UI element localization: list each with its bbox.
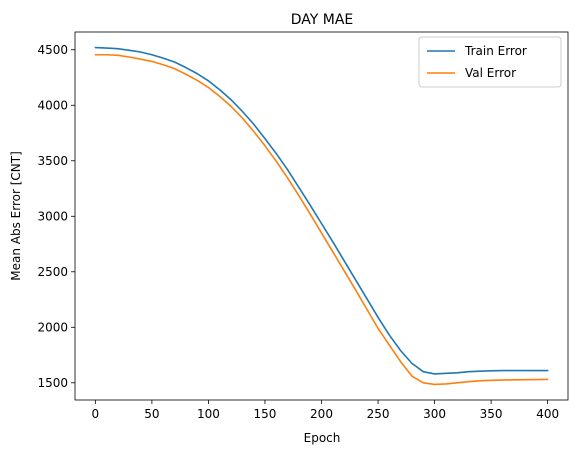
x-tick-label: 300	[423, 407, 446, 421]
y-tick-label: 1500	[37, 376, 68, 390]
x-tick-label: 50	[144, 407, 159, 421]
y-tick-label: 4500	[37, 43, 68, 57]
series-layer	[94, 46, 549, 386]
legend: Train Error Val Error	[418, 36, 562, 88]
series-line-val-error	[94, 53, 549, 386]
x-tick-label: 150	[254, 407, 277, 421]
x-tick-label: 250	[367, 407, 390, 421]
chart-title: DAY MAE	[291, 12, 354, 28]
x-axis-label: Epoch	[304, 431, 341, 445]
series-line-train-error	[94, 46, 549, 375]
x-tick-label: 350	[480, 407, 503, 421]
y-tick-label: 2500	[37, 265, 68, 279]
legend-label-train-error: Train Error	[464, 44, 527, 58]
y-tick-label: 4000	[37, 98, 68, 112]
y-tick-label: 3500	[37, 154, 68, 168]
x-tick-label: 100	[197, 407, 220, 421]
y-tick-label: 3000	[37, 209, 68, 223]
x-tick-label: 200	[310, 407, 333, 421]
y-axis-label: Mean Abs Error [CNT]	[9, 151, 23, 281]
x-axis-ticks: 0 50 100 150 200 250 300 350 400	[92, 400, 559, 421]
y-axis-ticks: 1500 2000 2500 3000 3500 4000 4500	[37, 43, 75, 390]
y-tick-label: 2000	[37, 320, 68, 334]
plot-area	[75, 32, 568, 400]
legend-label-val-error: Val Error	[465, 66, 516, 80]
x-tick-label: 400	[536, 407, 559, 421]
x-tick-label: 0	[92, 407, 100, 421]
legend-box	[418, 36, 562, 88]
